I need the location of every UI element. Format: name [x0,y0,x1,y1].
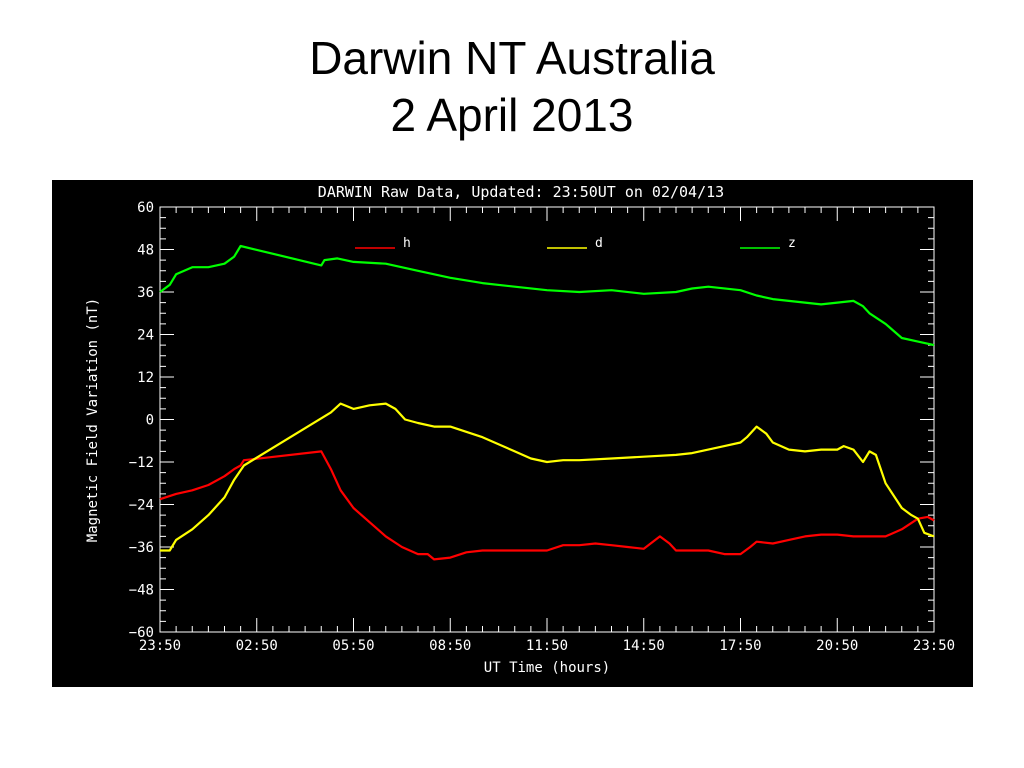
y-tick-label: −48 [129,583,154,599]
slide-title-line2: 2 April 2013 [390,89,634,141]
series-d-line [160,402,935,552]
chart-title: DARWIN Raw Data, Updated: 23:50UT on 02/… [318,183,724,201]
x-tick-label: 17:50 [719,638,761,654]
y-tick-label: 36 [137,285,154,301]
legend-d-label: d [595,236,603,251]
series-h-line [159,450,935,561]
x-tick-label: 14:50 [623,638,665,654]
y-tick-label: 60 [137,200,154,216]
x-axis: 23:50 02:50 05:50 08:50 11:50 14:50 17:50 20:50… [139,207,955,654]
series-z-line [159,244,935,347]
y-tick-label: −60 [129,625,154,641]
chart-panel: DARWIN Raw Data, Updated: 23:50UT on 02/… [52,180,973,687]
y-tick-label: 48 [137,243,154,259]
y-tick-label: −36 [129,540,154,556]
x-tick-label: 20:50 [816,638,858,654]
x-tick-label: 23:50 [913,638,955,654]
y-axis-label: Magnetic Field Variation (nT) [85,298,101,542]
slide-title: Darwin NT Australia 2 April 2013 [0,30,1024,144]
legend-z-label: z [788,236,796,251]
plot-frame [159,206,935,633]
series-group [159,244,935,561]
y-tick-label: 24 [137,328,154,344]
x-tick-label: 23:50 [139,638,181,654]
x-tick-label: 05:50 [332,638,374,654]
y-tick-label: 0 [146,413,154,429]
y-tick-label: −12 [129,455,154,471]
magnetometer-chart: DARWIN Raw Data, Updated: 23:50UT on 02/… [85,183,955,676]
y-tick-label: 12 [137,370,154,386]
x-tick-label: 02:50 [236,638,278,654]
legend-h-label: h [403,236,411,251]
x-tick-label: 08:50 [429,638,471,654]
slide-title-line1: Darwin NT Australia [309,32,715,84]
y-axis: 60 48 36 24 12 0 −12 −24 −36 −48 −60 [129,200,934,641]
x-tick-label: 11:50 [526,638,568,654]
y-tick-label: −24 [129,498,154,514]
x-axis-label: UT Time (hours) [484,660,610,676]
